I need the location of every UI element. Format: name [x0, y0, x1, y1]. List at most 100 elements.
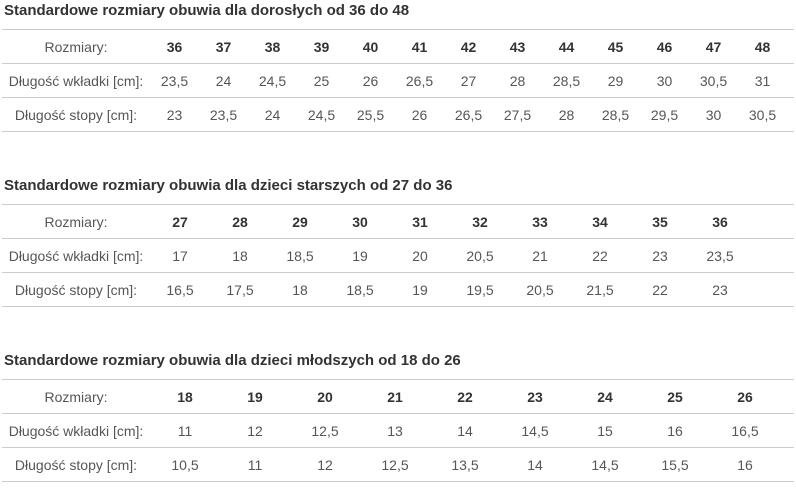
- value-cell: 10,5: [150, 447, 220, 482]
- value-cell: 20,5: [450, 238, 510, 273]
- table-body: Rozmiary: 18 19 20 21 22 23 24 25 26 Długość wkład…: [2, 379, 794, 482]
- table-row: Długość wkładki [cm]: 11 12 12,5 13 14 14,5 15 1…: [2, 413, 794, 448]
- value-cell: 28,5: [591, 97, 640, 132]
- value-cell: 20,5: [510, 272, 570, 307]
- size-header-cell: 44: [542, 29, 591, 64]
- size-header-cell: 47: [689, 29, 738, 64]
- value-cell: 26,5: [395, 63, 444, 98]
- spacer-cell: [750, 238, 794, 273]
- table-row: Rozmiary: 27 28 29 30 31 32 33 34 35 36: [2, 204, 794, 239]
- size-header-cell: 46: [640, 29, 689, 64]
- value-cell: 24: [199, 63, 248, 98]
- size-header-cell: 31: [390, 204, 450, 239]
- size-header-cell: 40: [346, 29, 395, 64]
- size-header-cell: 34: [570, 204, 630, 239]
- table-row: Długość stopy [cm]: 10,5 11 12 12,5 13,5 14 14,…: [2, 447, 794, 482]
- row-label: Rozmiary:: [2, 29, 150, 64]
- value-cell: 23,5: [199, 97, 248, 132]
- value-cell: 16,5: [150, 272, 210, 307]
- value-cell: 13,5: [430, 447, 500, 482]
- value-cell: 31: [738, 63, 787, 98]
- size-header-cell: 45: [591, 29, 640, 64]
- value-cell: 30,5: [689, 63, 738, 98]
- row-label: Długość stopy [cm]:: [2, 272, 150, 307]
- row-label: Długość wkładki [cm]:: [2, 413, 150, 448]
- table-title: Standardowe rozmiary obuwia dla dzieci s…: [4, 177, 453, 194]
- value-cell: 21: [510, 238, 570, 273]
- value-cell: 14,5: [500, 413, 570, 448]
- value-cell: 18: [270, 272, 330, 307]
- value-cell: 18,5: [270, 238, 330, 273]
- table-row: Długość wkładki [cm]: 17 18 18,5 19 20 20,5 21 2…: [2, 238, 794, 273]
- value-cell: 27,5: [493, 97, 542, 132]
- row-label: Długość wkładki [cm]:: [2, 238, 150, 273]
- spacer-cell: [787, 29, 794, 64]
- value-cell: 28: [493, 63, 542, 98]
- value-cell: 19: [390, 272, 450, 307]
- value-cell: 27: [444, 63, 493, 98]
- size-header-cell: 30: [330, 204, 390, 239]
- size-header-cell: 23: [500, 379, 570, 414]
- size-header-cell: 36: [690, 204, 750, 239]
- value-cell: 16,5: [710, 413, 780, 448]
- value-cell: 29,5: [640, 97, 689, 132]
- size-header-cell: 42: [444, 29, 493, 64]
- value-cell: 29: [591, 63, 640, 98]
- table-row: Długość wkładki [cm]: 23,5 24 24,5 25 26 26,5 2…: [2, 63, 794, 98]
- size-header-cell: 28: [210, 204, 270, 239]
- size-header-cell: 24: [570, 379, 640, 414]
- value-cell: 21,5: [570, 272, 630, 307]
- size-header-cell: 27: [150, 204, 210, 239]
- value-cell: 15: [570, 413, 640, 448]
- spacer-cell: [780, 379, 794, 414]
- value-cell: 23: [150, 97, 199, 132]
- table-row: Rozmiary: 18 19 20 21 22 23 24 25 26: [2, 379, 794, 414]
- value-cell: 13: [360, 413, 430, 448]
- value-cell: 14,5: [570, 447, 640, 482]
- value-cell: 11: [220, 447, 290, 482]
- size-header-cell: 39: [297, 29, 346, 64]
- size-table: Rozmiary: 27 28 29 30 31 32 33 34 35 36 Długość wkł…: [2, 204, 794, 307]
- size-header-cell: 29: [270, 204, 330, 239]
- value-cell: 12,5: [290, 413, 360, 448]
- value-cell: 17: [150, 238, 210, 273]
- row-label: Rozmiary:: [2, 204, 150, 239]
- size-table-section: Standardowe rozmiary obuwia dla dorosłyc…: [2, 3, 794, 132]
- value-cell: 12,5: [360, 447, 430, 482]
- size-header-cell: 25: [640, 379, 710, 414]
- value-cell: 26: [346, 63, 395, 98]
- size-header-cell: 22: [430, 379, 500, 414]
- size-table-section: Standardowe rozmiary obuwia dla dzieci m…: [2, 353, 794, 482]
- size-header-cell: 36: [150, 29, 199, 64]
- table-title: Standardowe rozmiary obuwia dla dzieci m…: [4, 352, 461, 369]
- table-row: Długość stopy [cm]: 16,5 17,5 18 18,5 19 19,5 2…: [2, 272, 794, 307]
- size-header-cell: 38: [248, 29, 297, 64]
- spacer-cell: [787, 97, 794, 132]
- table-body: Rozmiary: 27 28 29 30 31 32 33 34 35 36 Długość wkł…: [2, 204, 794, 307]
- size-header-cell: 18: [150, 379, 220, 414]
- value-cell: 19,5: [450, 272, 510, 307]
- size-table-section: Standardowe rozmiary obuwia dla dzieci s…: [2, 178, 794, 307]
- value-cell: 26,5: [444, 97, 493, 132]
- value-cell: 23,5: [690, 238, 750, 273]
- value-cell: 24,5: [297, 97, 346, 132]
- value-cell: 30,5: [738, 97, 787, 132]
- size-header-cell: 41: [395, 29, 444, 64]
- row-label: Rozmiary:: [2, 379, 150, 414]
- value-cell: 12: [290, 447, 360, 482]
- spacer-cell: [780, 447, 794, 482]
- size-header-cell: 48: [738, 29, 787, 64]
- size-table: Rozmiary: 36 37 38 39 40 41 42 43 44 45 46 47 48 Długo…: [2, 29, 794, 132]
- value-cell: 18,5: [330, 272, 390, 307]
- row-label: Długość stopy [cm]:: [2, 97, 150, 132]
- value-cell: 25,5: [346, 97, 395, 132]
- spacer-cell: [787, 63, 794, 98]
- value-cell: 24: [248, 97, 297, 132]
- size-header-cell: 43: [493, 29, 542, 64]
- spacer-cell: [780, 413, 794, 448]
- size-header-cell: 35: [630, 204, 690, 239]
- value-cell: 11: [150, 413, 220, 448]
- table-body: Rozmiary: 36 37 38 39 40 41 42 43 44 45 46 47 48 Długo…: [2, 29, 794, 132]
- table-row: Długość stopy [cm]: 23 23,5 24 24,5 25,5 26 26,…: [2, 97, 794, 132]
- size-header-cell: 19: [220, 379, 290, 414]
